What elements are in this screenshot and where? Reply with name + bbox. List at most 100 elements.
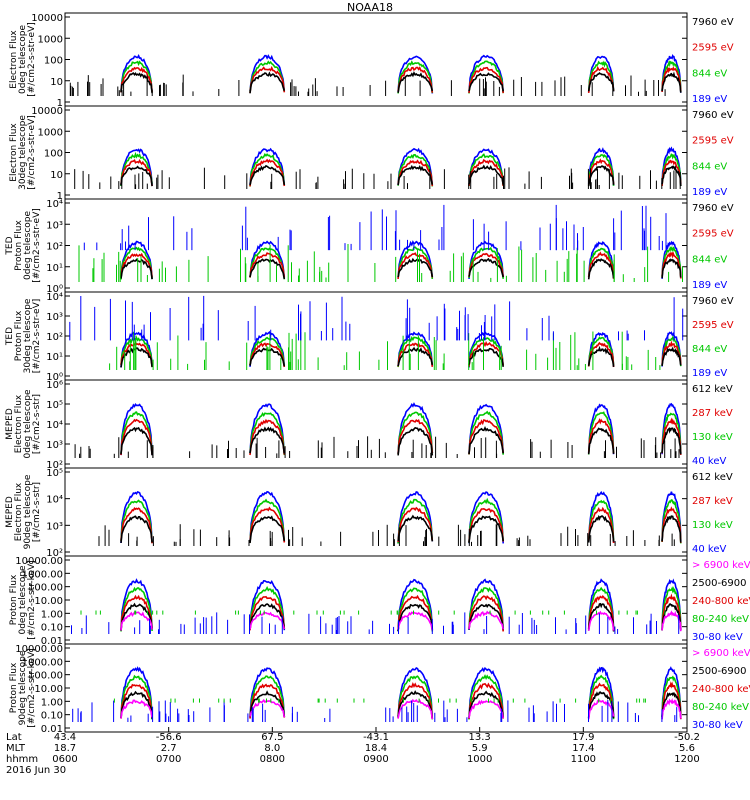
pass-arc xyxy=(468,497,504,543)
pass-arc xyxy=(661,340,682,366)
x-tick-label: 17.9 xyxy=(572,732,594,743)
y-tick-label: 10¹ xyxy=(46,263,63,274)
pass-arc xyxy=(397,698,434,720)
pass-arc xyxy=(249,158,286,187)
x-axis: Lat 43.4 -56.6 67.5 -43.1 13.3 17.9 -50.2 MLT 18.… xyxy=(6,727,700,776)
pass-arc xyxy=(397,246,434,279)
legend-entry: 40 keV xyxy=(692,544,726,555)
pass-arc xyxy=(120,341,153,367)
pass-arc xyxy=(120,491,153,543)
pass-arc xyxy=(249,498,286,543)
x-tick-label: 17.4 xyxy=(572,743,594,754)
y-axis-label: Proton Flux xyxy=(9,574,19,625)
x-row-label: MLT xyxy=(6,743,26,754)
pass-arc xyxy=(397,587,434,632)
pass-arc xyxy=(468,337,504,366)
y-axis-label: 0deg telescope xyxy=(23,389,33,459)
pass-arc xyxy=(120,507,153,544)
y-tick-label: 10.00 xyxy=(34,684,63,695)
y-tick-label: 1000 xyxy=(38,127,63,138)
y-tick-label: 1000 xyxy=(38,34,63,45)
pass-arc xyxy=(120,418,153,456)
pass-arc xyxy=(120,151,153,187)
pass-arc xyxy=(249,252,286,278)
pass-arc xyxy=(397,418,434,455)
figure-title: NOAA18 xyxy=(347,1,393,14)
pass-arc xyxy=(468,699,504,719)
pass-arc xyxy=(468,60,504,94)
pass-arc xyxy=(468,419,504,455)
pass-arc xyxy=(249,506,286,543)
x-tick-label: 5.6 xyxy=(679,743,695,754)
y-tick-label: 10³ xyxy=(46,312,63,323)
pass-arc xyxy=(249,71,286,94)
y-tick-label: 10⁵ xyxy=(46,468,63,479)
pass-arc xyxy=(249,683,286,719)
pass-arc xyxy=(587,514,615,543)
legend-entry: 130 keV xyxy=(692,520,733,531)
y-axis-label: TED xyxy=(5,327,15,346)
plot-frame xyxy=(64,12,688,107)
pass-arc xyxy=(397,159,434,187)
pass-arc xyxy=(661,506,682,543)
y-tick-label: 1 xyxy=(57,191,63,202)
x-tick-label: 0600 xyxy=(52,754,77,765)
pass-arc xyxy=(587,251,615,279)
pass-arc xyxy=(249,330,286,367)
y-tick-label: 1000.00 xyxy=(22,569,63,580)
pass-arc xyxy=(120,690,153,719)
y-tick-label: 10³ xyxy=(46,220,63,231)
y-axis-label: [#/cm2-s-str-eV] xyxy=(32,208,42,283)
pass-arc xyxy=(397,240,434,279)
pass-arc xyxy=(397,402,434,454)
pass-arc xyxy=(587,602,615,632)
pass-arc xyxy=(468,515,504,543)
pass-arc xyxy=(661,675,682,719)
legend-entry: 240-800 keV xyxy=(692,684,750,695)
pass-arc xyxy=(587,506,615,544)
pass-arc xyxy=(661,66,682,93)
pass-arc xyxy=(397,681,434,720)
pass-arc xyxy=(397,594,434,631)
pass-arc xyxy=(587,60,615,92)
pass-arc xyxy=(468,507,504,543)
y-tick-label: 10⁴ xyxy=(46,495,63,506)
pass-arc xyxy=(587,682,615,719)
pass-arc xyxy=(661,246,682,279)
legend-entry: > 6900 keV xyxy=(692,648,750,659)
x-tick-label: 67.5 xyxy=(261,732,283,743)
pass-arc xyxy=(468,587,504,631)
y-tick-label: 10⁰ xyxy=(46,284,63,295)
pass-arc xyxy=(120,347,153,368)
pass-arc xyxy=(587,258,615,280)
pass-arc xyxy=(249,418,286,456)
y-axis-label: [#/cm2-s-str-eV] xyxy=(27,115,37,190)
pass-arc xyxy=(661,515,682,543)
y-axis-label: 0deg telescope xyxy=(18,25,28,95)
legend-entry: 30-80 keV xyxy=(692,632,743,643)
pass-arc xyxy=(468,54,504,93)
pass-arc xyxy=(120,611,153,631)
panel-5: 10⁶ 10⁵ 10⁴ 10³ 10² MEPED Electron Flux 0deg te… xyxy=(5,379,733,471)
plot-frame xyxy=(64,379,688,469)
pass-arc xyxy=(120,426,153,456)
pass-arc xyxy=(468,403,504,454)
y-axis-label: [#/cm2-s-str] xyxy=(32,394,42,454)
pass-arc xyxy=(249,403,286,455)
y-tick-label: 10000 xyxy=(31,13,63,24)
y-tick-label: 0.10 xyxy=(41,623,63,634)
data-marks xyxy=(72,666,682,722)
pass-arc xyxy=(397,153,434,187)
y-axis-label: [#/cm2-s-str] xyxy=(32,482,42,542)
pass-arc xyxy=(397,336,434,368)
plot-frame xyxy=(64,467,688,557)
pass-arc xyxy=(249,603,286,630)
y-tick-label: 100 xyxy=(44,56,63,67)
x-tick-label: 0900 xyxy=(363,754,388,765)
y-tick-label: 10¹ xyxy=(46,352,63,363)
pass-arc xyxy=(661,610,682,632)
y-axis-label: [#/cm2-s-str-eV] xyxy=(32,299,42,374)
x-tick-label: 0800 xyxy=(260,754,285,765)
y-axis-label: [#/cm2-s-str-keV] xyxy=(27,560,37,639)
pass-arc xyxy=(587,490,615,543)
